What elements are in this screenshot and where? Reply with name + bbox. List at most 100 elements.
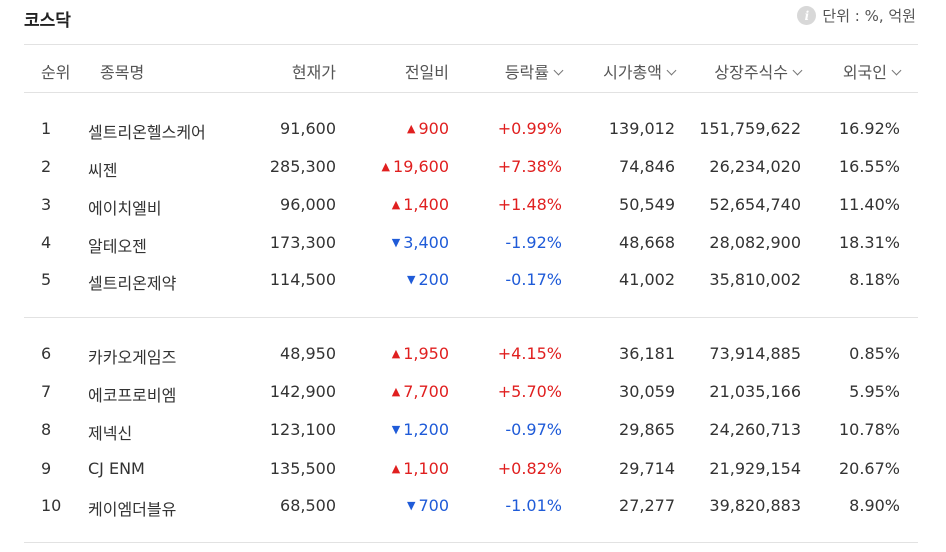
market-cap-cell: 41,002 (619, 270, 675, 289)
price-cell: 135,500 (269, 459, 336, 478)
foreign-cell: 18.31% (838, 233, 900, 252)
shares-cell: 73,914,885 (709, 344, 801, 363)
table-row[interactable]: 3 에이치엘비 96,000 ▲ 1,400 +1.48% 50,549 52,654,740… (24, 186, 918, 222)
shares-cell: 39,820,883 (709, 496, 801, 515)
triangle-up-icon: ▲ (391, 385, 401, 398)
triangle-up-icon: ▲ (406, 122, 416, 135)
table-row[interactable]: 2 씨젠 285,300 ▲ 19,600 +7.38% 74,846 26,234,020 1… (24, 148, 918, 184)
header-top-divider (24, 44, 918, 45)
foreign-cell: 11.40% (838, 195, 900, 214)
market-cap-cell: 36,181 (619, 344, 675, 363)
header-cap-label: 시가총액 (603, 63, 662, 82)
price-cell: 91,600 (280, 119, 336, 138)
group-divider (24, 317, 918, 318)
market-cap-cell: 27,277 (619, 496, 675, 515)
rank-cell: 3 (41, 195, 52, 214)
rank-cell: 9 (41, 459, 52, 478)
header-bottom-divider (24, 92, 918, 93)
rank-cell: 4 (41, 233, 52, 252)
change-cell: ▼ 200 (407, 270, 449, 289)
price-cell: 48,950 (280, 344, 336, 363)
change-value: 1,950 (403, 344, 449, 363)
table-row[interactable]: 7 에코프로비엠 142,900 ▲ 7,700 +5.70% 30,059 21,035,1… (24, 373, 918, 409)
table-row[interactable]: 9 CJ ENM 135,500 ▲ 1,100 +0.82% 29,714 21,929,1… (24, 450, 918, 486)
rate-cell: -1.92% (505, 233, 562, 252)
rank-cell: 7 (41, 382, 52, 401)
change-cell: ▲ 1,100 (392, 459, 449, 478)
rank-cell: 2 (41, 157, 52, 176)
shares-cell: 52,654,740 (709, 195, 801, 214)
change-value: 700 (418, 496, 449, 515)
rate-cell: -0.17% (505, 270, 562, 289)
rate-cell: +0.82% (497, 459, 562, 478)
price-cell: 114,500 (269, 270, 336, 289)
rate-cell: -1.01% (505, 496, 562, 515)
section-title: 코스닥 (24, 11, 71, 31)
change-value: 19,600 (393, 157, 449, 176)
foreign-cell: 20.67% (838, 459, 900, 478)
change-cell: ▼ 1,200 (392, 420, 449, 439)
info-icon[interactable]: i (797, 6, 817, 25)
change-cell: ▲ 1,950 (392, 344, 449, 363)
market-cap-cell: 139,012 (608, 119, 675, 138)
chevron-down-icon (666, 65, 677, 76)
header-change: 전일비 (404, 63, 449, 82)
change-value: 7,700 (403, 382, 449, 401)
change-value: 1,200 (403, 420, 449, 439)
header-foreign-sort[interactable]: 외국인 (842, 59, 902, 83)
foreign-cell: 8.90% (849, 496, 900, 515)
unit-note: i 단위 : %, 억원 (797, 5, 916, 26)
market-cap-cell: 30,059 (619, 382, 675, 401)
foreign-cell: 10.78% (838, 420, 900, 439)
triangle-down-icon: ▼ (391, 236, 401, 249)
price-cell: 96,000 (280, 195, 336, 214)
market-cap-cell: 29,865 (619, 420, 675, 439)
table-header: 순위 종목명 현재가 전일비 등락률 시가총액 상장주식수 외국인 (24, 47, 918, 91)
stock-name-link[interactable]: 셀트리온제약 (88, 274, 177, 293)
stock-name-link[interactable]: 카카오게임즈 (88, 348, 177, 367)
stock-name-link[interactable]: 제넥신 (88, 424, 133, 443)
price-cell: 285,300 (269, 157, 336, 176)
header-name: 종목명 (100, 63, 145, 82)
market-cap-cell: 29,714 (619, 459, 675, 478)
shares-cell: 35,810,002 (709, 270, 801, 289)
unit-label: 단위 : %, 억원 (822, 7, 916, 25)
price-cell: 173,300 (269, 233, 336, 252)
triangle-up-icon: ▲ (391, 462, 401, 475)
header-price: 현재가 (291, 63, 336, 82)
header-foreign-label: 외국인 (842, 63, 887, 82)
header-rate-sort[interactable]: 등락률 (504, 59, 564, 83)
table-row[interactable]: 5 셀트리온제약 114,500 ▼ 200 -0.17% 41,002 35,810,002… (24, 261, 918, 297)
shares-cell: 28,082,900 (709, 233, 801, 252)
header-shares-sort[interactable]: 상장주식수 (714, 59, 803, 83)
stock-name-link[interactable]: 알테오젠 (88, 237, 147, 256)
triangle-down-icon: ▼ (406, 273, 416, 286)
table-bottom-divider (24, 542, 918, 543)
foreign-cell: 16.55% (838, 157, 900, 176)
stock-name-link[interactable]: 케이엠더블유 (88, 500, 177, 519)
header-shares-label: 상장주식수 (714, 63, 788, 82)
triangle-up-icon: ▲ (391, 347, 401, 360)
table-row[interactable]: 4 알테오젠 173,300 ▼ 3,400 -1.92% 48,668 28,082,900… (24, 224, 918, 260)
table-row[interactable]: 6 카카오게임즈 48,950 ▲ 1,950 +4.15% 36,181 73,914,88… (24, 335, 918, 371)
stock-name-link[interactable]: CJ ENM (88, 459, 145, 478)
stock-name-link[interactable]: 에이치엘비 (88, 199, 162, 218)
stock-name-link[interactable]: 에코프로비엠 (88, 386, 177, 405)
market-cap-cell: 74,846 (619, 157, 675, 176)
header-cap-sort[interactable]: 시가총액 (603, 59, 677, 83)
shares-cell: 21,035,166 (709, 382, 801, 401)
rank-cell: 5 (41, 270, 52, 289)
header-rate-label: 등락률 (504, 63, 549, 82)
table-row[interactable]: 10 케이엠더블유 68,500 ▼ 700 -1.01% 27,277 39,820,883… (24, 487, 918, 523)
table-row[interactable]: 1 셀트리온헬스케어 91,600 ▲ 900 +0.99% 139,012 151,759,… (24, 110, 918, 146)
stock-name-link[interactable]: 셀트리온헬스케어 (88, 123, 206, 142)
table-row[interactable]: 8 제넥신 123,100 ▼ 1,200 -0.97% 29,865 24,260,713 1… (24, 411, 918, 447)
chevron-down-icon (891, 65, 902, 76)
shares-cell: 21,929,154 (709, 459, 801, 478)
change-value: 1,400 (403, 195, 449, 214)
stock-name-link[interactable]: 씨젠 (88, 161, 118, 180)
price-cell: 142,900 (269, 382, 336, 401)
change-cell: ▲ 900 (407, 119, 449, 138)
foreign-cell: 0.85% (849, 344, 900, 363)
triangle-down-icon: ▼ (391, 423, 401, 436)
